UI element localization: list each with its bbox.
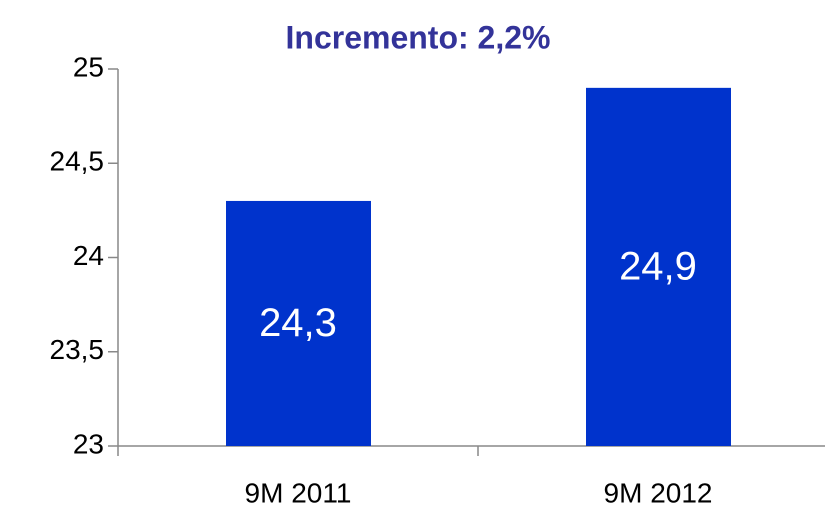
y-tick-label: 23 (73, 428, 104, 459)
chart-title: Incremento: 2,2% (286, 19, 551, 55)
y-tick-label: 23,5 (50, 334, 105, 365)
y-tick-label: 24,5 (50, 146, 105, 177)
data-label: 24,9 (619, 244, 697, 288)
y-tick-label: 24 (73, 240, 104, 271)
x-tick-label: 9M 2012 (604, 477, 713, 508)
bar (586, 87, 731, 446)
bar (226, 200, 371, 446)
data-label: 24,3 (259, 301, 337, 345)
x-tick-label: 9M 2011 (245, 477, 352, 508)
y-tick-label: 25 (73, 51, 104, 82)
